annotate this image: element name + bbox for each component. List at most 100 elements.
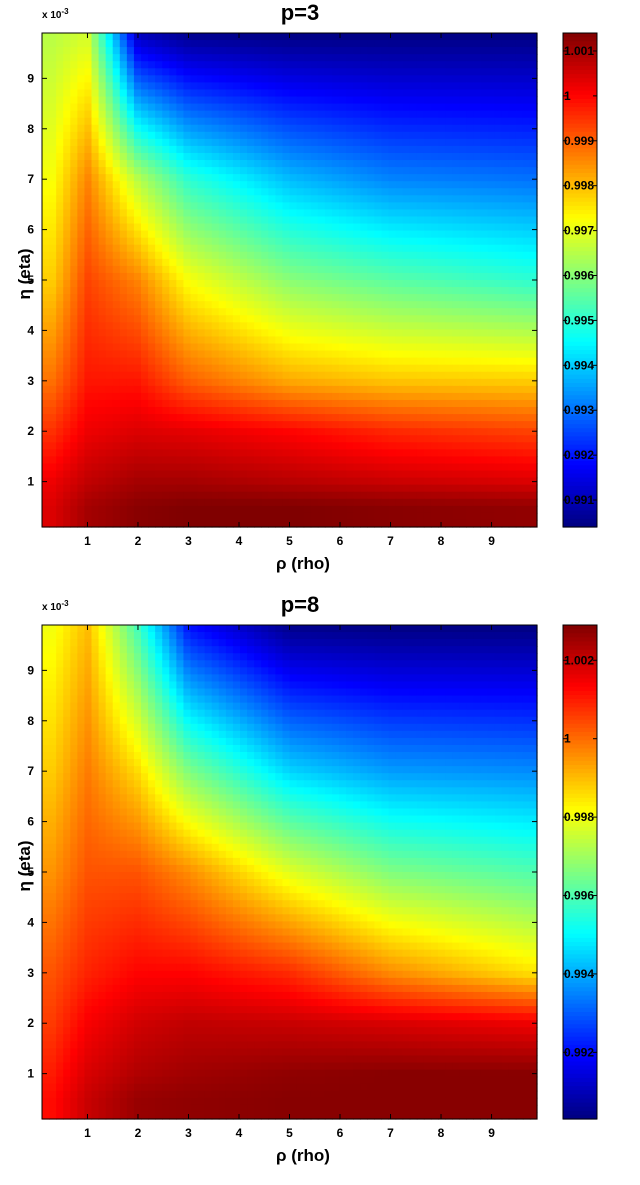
heatmap-cell <box>402 265 411 274</box>
heatmap-cell <box>445 470 453 479</box>
heatmap-cell <box>346 512 354 521</box>
heatmap-cell <box>480 160 489 168</box>
heatmap-cell <box>529 82 538 91</box>
heatmap-cell <box>445 477 453 486</box>
heatmap-cell <box>423 258 432 267</box>
heatmap-cell <box>42 202 50 211</box>
heatmap-cell <box>197 258 206 267</box>
heatmap-cell <box>346 280 354 288</box>
heatmap-cell <box>70 230 78 239</box>
heatmap-cell <box>240 209 248 218</box>
heatmap-cell <box>119 160 128 168</box>
heatmap-cell <box>240 68 248 76</box>
heatmap-cell <box>374 442 383 450</box>
heatmap-cell <box>148 230 156 239</box>
heatmap-cell <box>423 181 432 189</box>
heatmap-cell <box>529 456 538 465</box>
colorbar-segment <box>563 61 597 67</box>
heatmap-cell <box>176 315 185 323</box>
heatmap-cell <box>529 385 538 394</box>
heatmap-cell <box>232 265 241 274</box>
heatmap-cell <box>473 216 482 225</box>
heatmap-cell <box>84 308 93 316</box>
heatmap-cell <box>303 470 312 479</box>
heatmap-cell <box>268 258 276 267</box>
heatmap-cell <box>473 160 482 168</box>
heatmap-cell <box>487 272 496 281</box>
heatmap-cell <box>480 435 489 443</box>
heatmap-cell <box>119 428 128 436</box>
heatmap-cell <box>346 287 354 295</box>
heatmap-cell <box>310 399 319 408</box>
heatmap-cell <box>529 223 538 232</box>
heatmap-cell <box>176 329 185 338</box>
heatmap-cell <box>416 244 425 253</box>
heatmap-cell <box>381 96 390 105</box>
heatmap-cell <box>63 421 71 429</box>
heatmap-cell <box>126 512 135 521</box>
heatmap-cell <box>49 477 57 486</box>
heatmap-cell <box>84 152 93 161</box>
heatmap-cell <box>183 103 192 112</box>
heatmap-cell <box>247 47 255 55</box>
heatmap-cell <box>367 89 375 98</box>
heatmap-cell <box>105 371 114 380</box>
heatmap-cell <box>268 399 276 408</box>
heatmap-cell <box>119 237 128 246</box>
heatmap-cell <box>438 294 446 302</box>
heatmap-cell <box>473 280 482 288</box>
heatmap-cell <box>367 237 375 246</box>
heatmap-cell <box>310 414 319 422</box>
heatmap-cell <box>353 251 361 260</box>
heatmap-cell <box>105 75 114 83</box>
heatmap-cell <box>63 124 71 133</box>
heatmap-cell <box>331 75 340 83</box>
heatmap-cell <box>473 40 482 48</box>
heatmap-cell <box>353 223 361 232</box>
heatmap-cell <box>218 421 227 429</box>
heatmap-cell <box>211 152 220 161</box>
heatmap-cell <box>324 47 333 55</box>
heatmap-cell <box>409 167 418 175</box>
heatmap-cell <box>70 392 78 401</box>
heatmap-cell <box>42 421 50 429</box>
heatmap-cell <box>487 421 496 429</box>
heatmap-cell <box>49 251 57 260</box>
heatmap-cell <box>169 378 177 387</box>
heatmap-cell <box>501 315 510 323</box>
heatmap-cell <box>360 280 368 288</box>
heatmap-cell <box>529 484 538 493</box>
heatmap-cell <box>176 470 185 479</box>
heatmap-cell <box>169 181 177 189</box>
heatmap-cell <box>529 428 538 436</box>
heatmap-cell <box>126 315 135 323</box>
heatmap-cell <box>438 519 446 528</box>
heatmap-cell <box>98 428 107 436</box>
heatmap-cell <box>416 89 425 98</box>
heatmap-cell <box>388 392 397 401</box>
heatmap-cell <box>501 124 510 133</box>
heatmap-cell <box>452 477 460 486</box>
heatmap-cell <box>430 477 439 486</box>
heatmap-cell <box>197 378 206 387</box>
heatmap-cell <box>148 47 156 55</box>
heatmap-cell <box>112 463 121 472</box>
heatmap-cell <box>225 195 234 203</box>
heatmap-cell <box>381 498 390 507</box>
heatmap-cell <box>49 364 57 373</box>
heatmap-cell <box>310 272 319 281</box>
heatmap-cell <box>445 54 453 62</box>
heatmap-cell <box>395 294 404 302</box>
heatmap-cell <box>197 399 206 408</box>
heatmap-cell <box>211 371 220 380</box>
heatmap-cell <box>522 272 531 281</box>
heatmap-cell <box>232 463 241 472</box>
heatmap-cell <box>508 251 517 260</box>
heatmap-cell <box>409 145 418 154</box>
heatmap-cell <box>232 336 241 345</box>
heatmap-cell <box>133 96 142 105</box>
heatmap-cell <box>211 428 220 436</box>
x-tick-label: 8 <box>438 534 445 548</box>
heatmap-cell <box>473 498 482 507</box>
heatmap-cell <box>430 329 439 338</box>
